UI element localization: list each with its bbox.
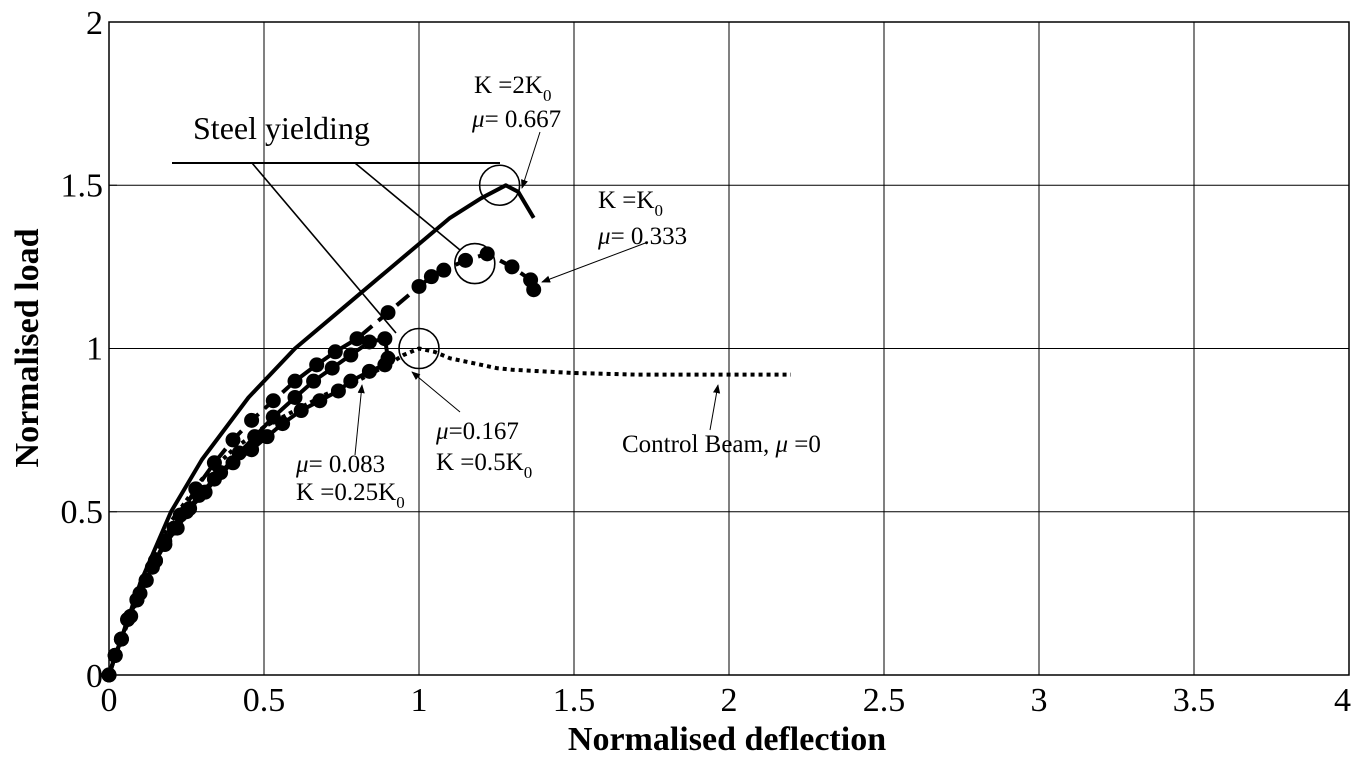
series-point-3 <box>188 481 204 497</box>
x-axis-ticks: 0 0.5 1 1.5 2 2.5 3 3.5 4 <box>101 667 1351 719</box>
series-point-1 <box>330 383 346 399</box>
series-point-3 <box>206 455 222 471</box>
mu-0083-arrow <box>354 384 365 456</box>
k-025k0-label: K =0.25K0 <box>296 479 405 512</box>
k-2k0-label: K =2K0 <box>474 72 551 105</box>
y-tick-label: 2 <box>86 5 103 42</box>
series-point-2 <box>169 520 185 536</box>
grid <box>109 22 1349 675</box>
series-point-1 <box>343 373 359 389</box>
yield-circle <box>398 327 440 370</box>
series-line-2 <box>107 336 390 676</box>
series-point-3 <box>458 252 473 268</box>
series-point-2 <box>265 409 281 425</box>
yield-circle <box>453 242 496 285</box>
series-point-3 <box>349 331 365 347</box>
mu-0167-arrow <box>411 371 461 413</box>
x-tick-label: 1 <box>411 682 428 719</box>
x-tick-label: 4 <box>1334 682 1351 719</box>
series-layer <box>101 183 791 683</box>
mu-0333-arrow <box>541 241 649 283</box>
annotation-leaders <box>172 131 721 456</box>
yield-circles <box>398 164 521 370</box>
series-line-4 <box>107 183 536 676</box>
series-point-3 <box>526 282 542 298</box>
series-point-3 <box>287 373 303 389</box>
k-k0-label: K =K0 <box>598 187 663 220</box>
series-point-2 <box>361 334 377 350</box>
series-point-3 <box>265 393 281 409</box>
series-point-2 <box>343 347 359 363</box>
steel-yielding-leader-2 <box>354 162 461 251</box>
series-point-2 <box>377 331 393 347</box>
x-tick-label: 0 <box>101 682 118 719</box>
series-point-1 <box>293 403 309 419</box>
series-point-2 <box>287 389 303 405</box>
mu-0083-label: μ= 0.083 <box>295 451 385 478</box>
y-tick-label: 1.5 <box>61 167 104 204</box>
x-tick-label: 2 <box>721 682 738 719</box>
series-point-2 <box>324 360 340 376</box>
series-point-3 <box>423 269 439 285</box>
series-point-3 <box>327 344 343 360</box>
series-line-1 <box>107 362 386 676</box>
series-point-3 <box>172 507 188 523</box>
series-point-2 <box>306 373 322 389</box>
mu-0167-label: μ=0.167 <box>435 418 519 445</box>
mu-0667-label: μ= 0.667 <box>471 106 561 133</box>
mu-0667-arrow <box>521 131 541 189</box>
series-point-3 <box>244 412 260 428</box>
series-point-1 <box>259 429 275 445</box>
series-point-3 <box>479 246 495 262</box>
series-point-3 <box>225 432 241 448</box>
y-tick-label: 1 <box>86 331 103 368</box>
y-tick-label: 0 <box>86 658 103 695</box>
x-tick-label: 3 <box>1031 682 1048 719</box>
y-axis-ticks: 0 0.5 1 1.5 2 <box>61 5 117 695</box>
series-point-1 <box>312 393 328 409</box>
control-beam-label: Control Beam, μ =0 <box>622 431 821 458</box>
control-beam-arrow <box>709 384 721 431</box>
y-tick-label: 0.5 <box>61 494 104 531</box>
series-point-3 <box>411 278 427 294</box>
series-point-1 <box>361 363 377 379</box>
y-axis-title: Normalised load <box>9 228 46 467</box>
series-point-3 <box>380 305 396 321</box>
steel-yielding-label: Steel yielding <box>193 110 370 146</box>
k-05k0-label: K =0.5K0 <box>436 449 532 482</box>
series-point-3 <box>504 259 520 275</box>
steel-yielding-leader-1 <box>251 162 397 334</box>
x-axis-title: Normalised deflection <box>568 721 886 757</box>
x-tick-label: 2.5 <box>863 682 906 719</box>
series-point-2 <box>247 429 263 445</box>
series-point-3 <box>436 262 452 278</box>
series-point-3 <box>309 357 325 373</box>
yield-circle <box>478 164 521 207</box>
x-tick-label: 0.5 <box>243 682 286 719</box>
x-tick-label: 3.5 <box>1173 682 1216 719</box>
series-point-2 <box>380 350 396 366</box>
mu-0333-label: μ= 0.333 <box>597 223 687 250</box>
series-point-2 <box>231 445 247 461</box>
x-tick-label: 1.5 <box>553 682 596 719</box>
